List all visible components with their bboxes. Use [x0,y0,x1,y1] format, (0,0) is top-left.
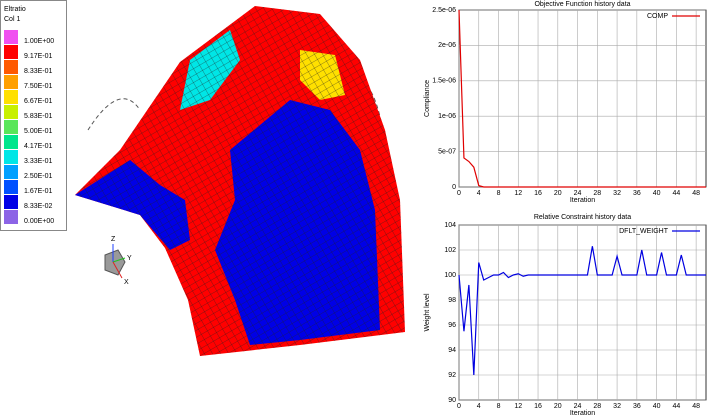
x-tick-label: 0 [457,190,461,197]
y-tick-label: 1e-06 [438,113,456,120]
legend-label: 0.00E+00 [24,218,54,225]
x-tick-label: 20 [554,403,562,410]
x-tick-label: 8 [497,403,501,410]
plot-frame [458,224,707,401]
x-tick-label: 32 [613,190,621,197]
legend-subtitle: Col 1 [4,16,20,23]
x-tick-label: 48 [692,403,700,410]
x-tick-label: 40 [653,190,661,197]
axis-label: Z [111,236,116,243]
contour-legend: Eltratio Col 1 1.00E+00 9.17E-01 8.33E-01 7… [0,0,67,231]
legend-label: 5.83E-01 [24,113,53,120]
legend-swatch [4,150,18,164]
series-line [458,9,706,188]
x-tick-label: 24 [574,403,582,410]
legend-swatch [4,90,18,104]
x-tick-label: 4 [477,190,481,197]
legend-label: 2.50E-01 [24,173,53,180]
axis [112,257,126,263]
y-tick-label: 5e-07 [438,148,456,155]
chart-title: Relative Constraint history data [534,214,631,221]
y-tick-label: 0 [452,184,456,191]
legend-swatch [4,135,18,149]
x-tick-label: 16 [534,403,542,410]
model-view [75,6,405,356]
x-tick-label: 4 [477,403,481,410]
y-tick-label: 100 [444,272,456,279]
legend-label: 8.33E-01 [24,68,53,75]
legend-swatch [4,120,18,134]
x-tick-label: 16 [534,190,542,197]
x-tick-label: 28 [593,403,601,410]
x-tick-label: 36 [633,190,641,197]
y-tick-label: 2e-06 [438,42,456,49]
legend-title: Eltratio [4,6,26,13]
legend-swatch [4,180,18,194]
legend-label: 5.00E-01 [24,128,53,135]
axis [112,261,123,279]
legend-swatch [4,30,18,44]
axis-label: Y [127,255,132,262]
chart-title: Objective Function history data [534,1,630,8]
x-tick-label: 24 [574,190,582,197]
legend-swatch [4,210,18,224]
triad-body [104,249,126,276]
x-tick-label: 12 [514,403,522,410]
x-tick-label: 36 [633,403,641,410]
legend-swatch [4,60,18,74]
x-tick-label: 44 [672,190,680,197]
x-tick-label: 8 [497,190,501,197]
y-tick-label: 1.5e-06 [432,78,456,85]
y-tick-label: 98 [448,297,456,304]
x-tick-label: 0 [457,403,461,410]
legend-swatch [4,75,18,89]
y-tick-label: 92 [448,372,456,379]
legend-swatch [4,45,18,59]
legend-swatch [4,195,18,209]
y-tick-label: 2.5e-06 [432,7,456,14]
legend-label: 7.50E-01 [24,83,53,90]
legend-label: 1.67E-01 [24,188,53,195]
legend-swatch [4,165,18,179]
x-tick-label: 40 [653,403,661,410]
legend-label: 3.33E-01 [24,158,53,165]
legend-label: COMP [647,13,668,20]
legend-label: 8.33E-02 [24,203,53,210]
legend-label: 9.17E-01 [24,53,53,60]
x-tick-label: 28 [593,190,601,197]
y-tick-label: 94 [448,347,456,354]
y-axis-label: Weight level [424,293,431,331]
x-tick-label: 32 [613,403,621,410]
x-tick-label: 12 [514,190,522,197]
x-tick-label: 20 [554,190,562,197]
legend-label: DFLT_WEIGHT [619,228,669,235]
x-tick-label: 44 [672,403,680,410]
mesh [75,6,405,356]
series-line [458,246,706,376]
legend-label: 6.67E-01 [24,98,53,105]
legend-label: 1.00E+00 [24,38,54,45]
x-axis-label: Iteration [570,197,595,204]
legend-swatch [4,105,18,119]
x-axis-label: Iteration [570,410,595,417]
x-tick-label: 48 [692,190,700,197]
legend-label: 4.17E-01 [24,143,53,150]
plot-frame [458,9,707,188]
y-tick-label: 90 [448,397,456,404]
y-axis-label: Compliance [424,80,431,117]
axis-label: X [124,279,129,286]
y-tick-label: 96 [448,322,456,329]
y-tick-label: 102 [444,247,456,254]
y-tick-label: 104 [444,222,456,229]
triad: Z Y X [104,236,132,286]
